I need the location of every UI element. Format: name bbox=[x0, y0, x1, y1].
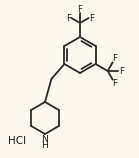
Text: F: F bbox=[119, 67, 124, 76]
Text: F: F bbox=[89, 14, 94, 23]
Text: HCl: HCl bbox=[8, 136, 26, 146]
Text: F: F bbox=[112, 79, 117, 88]
Text: H: H bbox=[42, 140, 48, 149]
Text: F: F bbox=[66, 14, 71, 23]
Text: F: F bbox=[78, 4, 83, 13]
Text: N: N bbox=[42, 135, 48, 144]
Text: F: F bbox=[112, 54, 117, 63]
